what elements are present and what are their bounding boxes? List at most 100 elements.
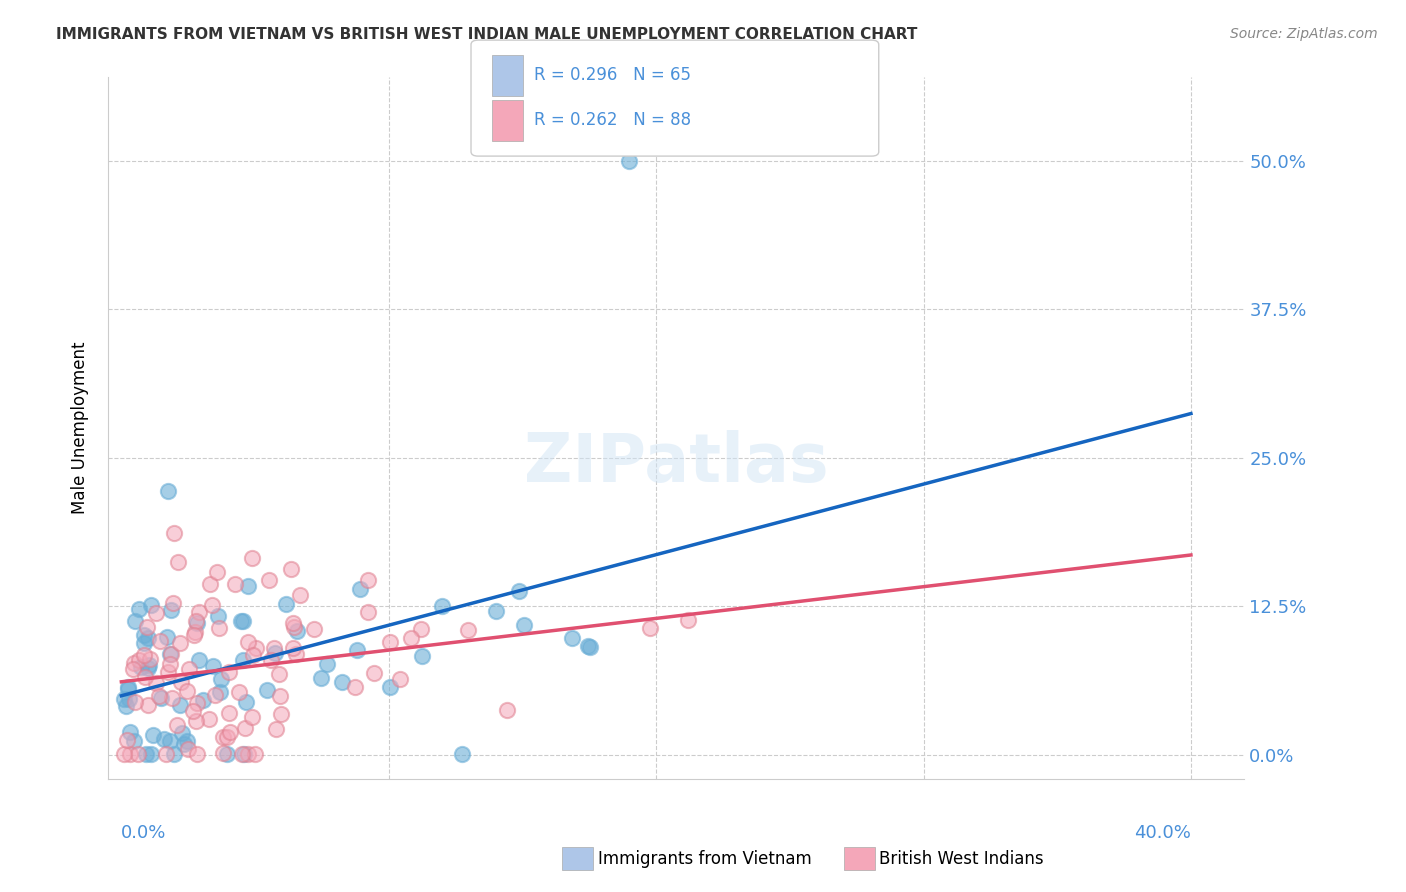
Point xyxy=(122,733,145,747)
Point xyxy=(290,588,312,602)
Point xyxy=(117,681,139,696)
Point xyxy=(267,667,290,681)
Point xyxy=(156,483,179,498)
Point xyxy=(127,747,149,761)
Point xyxy=(152,732,174,747)
Point xyxy=(145,675,167,690)
Point xyxy=(156,665,179,680)
Point xyxy=(411,649,433,664)
Point xyxy=(219,724,242,739)
Point xyxy=(149,634,172,648)
Point xyxy=(281,616,304,631)
Point xyxy=(132,628,155,642)
Text: British West Indians: British West Indians xyxy=(879,850,1043,868)
Point xyxy=(198,577,221,591)
Point xyxy=(139,747,162,761)
Point xyxy=(513,618,536,632)
Point xyxy=(209,673,232,687)
Point xyxy=(183,628,205,642)
Point xyxy=(159,734,181,748)
Point xyxy=(211,746,233,760)
Point xyxy=(150,690,173,705)
Point xyxy=(172,725,194,739)
Point xyxy=(128,653,150,667)
Point xyxy=(184,714,207,728)
Point xyxy=(118,692,141,706)
Point xyxy=(215,730,238,744)
Point xyxy=(191,693,214,707)
Point xyxy=(236,747,259,761)
Point xyxy=(218,706,240,721)
Point xyxy=(218,665,240,680)
Point xyxy=(138,658,160,673)
Point xyxy=(380,635,402,649)
Point xyxy=(186,696,208,710)
Point xyxy=(176,684,198,698)
Point xyxy=(236,579,259,593)
Point xyxy=(115,698,138,713)
Point xyxy=(638,621,661,635)
Point xyxy=(346,643,368,657)
Point xyxy=(388,673,411,687)
Point xyxy=(142,728,165,742)
Point xyxy=(283,640,305,655)
Text: 0.0%: 0.0% xyxy=(121,824,167,842)
Point xyxy=(176,733,198,747)
Point xyxy=(139,598,162,612)
Text: Source: ZipAtlas.com: Source: ZipAtlas.com xyxy=(1230,27,1378,41)
Point xyxy=(184,625,207,640)
Point xyxy=(162,690,184,705)
Point xyxy=(451,747,474,761)
Point xyxy=(160,602,183,616)
Point xyxy=(233,722,256,736)
Point xyxy=(179,662,201,676)
Point xyxy=(432,599,454,613)
Point xyxy=(186,616,208,631)
Point xyxy=(162,525,184,540)
Point xyxy=(676,613,699,627)
Point xyxy=(169,698,191,713)
Point xyxy=(357,573,380,587)
Point xyxy=(380,680,402,694)
Point xyxy=(117,680,139,694)
Point xyxy=(245,640,267,655)
Point xyxy=(280,562,302,576)
Text: ZIPatlas: ZIPatlas xyxy=(524,430,828,496)
Point xyxy=(269,690,291,704)
Point xyxy=(187,605,209,619)
Point xyxy=(138,661,160,675)
Point xyxy=(170,675,193,690)
Point xyxy=(399,631,422,645)
Point xyxy=(242,710,264,724)
Point xyxy=(309,671,332,685)
Point xyxy=(166,717,188,731)
Point xyxy=(122,662,145,676)
Text: IMMIGRANTS FROM VIETNAM VS BRITISH WEST INDIAN MALE UNEMPLOYMENT CORRELATION CHA: IMMIGRANTS FROM VIETNAM VS BRITISH WEST … xyxy=(56,27,918,42)
Point xyxy=(118,747,141,761)
Point xyxy=(112,747,135,761)
Point xyxy=(619,153,641,168)
Point xyxy=(330,675,353,690)
Point xyxy=(160,647,183,661)
Point xyxy=(260,653,283,667)
Point xyxy=(457,623,479,637)
Point xyxy=(187,653,209,667)
Point xyxy=(132,648,155,662)
Point xyxy=(181,704,204,718)
Point xyxy=(124,657,146,671)
Text: R = 0.262   N = 88: R = 0.262 N = 88 xyxy=(534,111,692,128)
Point xyxy=(136,698,159,712)
Point xyxy=(177,742,200,756)
Point xyxy=(283,620,305,634)
Point xyxy=(159,647,181,661)
Point xyxy=(112,691,135,706)
Point xyxy=(205,565,228,579)
Text: Immigrants from Vietnam: Immigrants from Vietnam xyxy=(598,850,811,868)
Point xyxy=(156,630,179,644)
Point xyxy=(561,632,583,646)
Point xyxy=(238,635,260,649)
Point xyxy=(186,747,208,761)
Point xyxy=(208,622,231,636)
Point xyxy=(302,622,325,636)
Point xyxy=(231,747,253,761)
